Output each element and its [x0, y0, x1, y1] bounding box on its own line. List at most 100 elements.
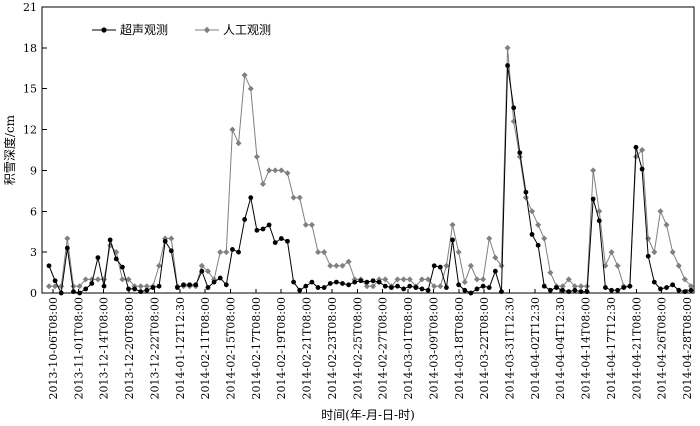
data-point [406, 276, 413, 283]
data-point [242, 217, 248, 222]
data-point [52, 278, 58, 284]
data-point [82, 276, 89, 283]
data-point [46, 283, 52, 290]
data-point [113, 256, 119, 262]
data-point [144, 287, 150, 293]
data-point [615, 287, 621, 293]
data-point [83, 286, 89, 292]
data-point [297, 287, 303, 293]
data-point [327, 262, 334, 269]
data-point [266, 222, 272, 228]
x-tick-label: 2014-02-11T08:00 [199, 297, 212, 399]
data-point [315, 285, 321, 290]
data-point [554, 285, 559, 290]
legend: 超声观测 人工观测 [92, 22, 271, 37]
data-point [425, 276, 432, 283]
data-point [547, 287, 553, 293]
legend-label: 人工观测 [223, 23, 271, 37]
data-point [639, 166, 645, 172]
x-tick-label: 2014-04-28T08:00 [681, 297, 694, 399]
data-point [560, 287, 565, 293]
data-point [407, 283, 413, 289]
series-line [49, 47, 692, 287]
legend-item: 超声观测 [92, 22, 168, 37]
data-point [168, 248, 174, 254]
data-point [523, 189, 529, 195]
x-tick-label: 2014-02-19T08:00 [275, 297, 288, 399]
data-point [682, 289, 688, 295]
x-tick-label: 2014-02-17T08:00 [250, 297, 263, 399]
data-point [651, 249, 658, 256]
data-point [529, 208, 536, 215]
data-point [566, 289, 572, 295]
data-point [309, 279, 315, 285]
data-point [89, 281, 95, 286]
data-point [70, 283, 77, 290]
data-point [125, 276, 132, 283]
series-ultrasonic [46, 63, 694, 296]
data-point [211, 279, 217, 285]
y-tick-label: 6 [30, 205, 37, 218]
data-point [284, 170, 291, 177]
data-point [253, 153, 260, 160]
x-tick-label: 2013-10-06T08:00 [47, 297, 60, 399]
data-point [627, 283, 633, 289]
data-point [303, 283, 309, 289]
data-point [535, 221, 542, 228]
data-point [77, 290, 82, 296]
data-point [498, 262, 505, 269]
data-point [443, 262, 450, 269]
data-point [645, 253, 651, 259]
data-point [633, 144, 639, 150]
series-line [48, 65, 692, 295]
x-tick-label: 2014-04-17T12:30 [605, 297, 618, 399]
data-point [492, 268, 498, 274]
data-point [345, 258, 352, 265]
data-point [658, 286, 663, 292]
data-point [248, 195, 254, 201]
data-point [577, 283, 584, 290]
x-tick-label: 2014-04-21T08:00 [630, 297, 643, 399]
data-point [346, 282, 351, 288]
data-point [486, 235, 493, 242]
data-point [418, 276, 425, 283]
data-point [467, 262, 474, 269]
data-point [272, 167, 279, 174]
data-point [450, 237, 455, 243]
data-point [204, 268, 211, 275]
data-point [150, 285, 156, 290]
data-point [389, 285, 394, 290]
data-point [645, 235, 652, 242]
data-point [571, 283, 578, 290]
data-point [217, 249, 224, 256]
data-point [260, 181, 266, 188]
data-point [468, 290, 474, 296]
data-point [529, 232, 535, 237]
x-tick-label: 2014-03-22T08:00 [478, 297, 491, 399]
data-point [578, 289, 584, 295]
data-point [291, 279, 296, 285]
data-point [590, 167, 597, 174]
y-tick-label: 9 [30, 164, 37, 177]
data-point [425, 287, 431, 293]
data-point [187, 282, 193, 288]
data-point [370, 278, 376, 284]
data-point [333, 279, 339, 285]
data-point [132, 286, 138, 292]
data-point [302, 221, 309, 228]
x-tick-label: 2014-03-09T08:00 [427, 297, 440, 399]
x-tick-label: 2014-04-04T12:30 [554, 297, 567, 399]
data-point [400, 276, 407, 283]
data-point [107, 237, 113, 243]
data-point [608, 249, 615, 256]
data-point [675, 262, 682, 269]
x-tick-label: 2014-02-15T08:00 [225, 297, 238, 399]
data-point [596, 218, 602, 224]
data-point [474, 276, 480, 283]
data-point [364, 279, 370, 285]
series-layer [46, 44, 694, 296]
data-point [333, 262, 340, 269]
data-point [395, 283, 400, 289]
x-tick-label: 2014-03-31T12:30 [503, 297, 516, 399]
